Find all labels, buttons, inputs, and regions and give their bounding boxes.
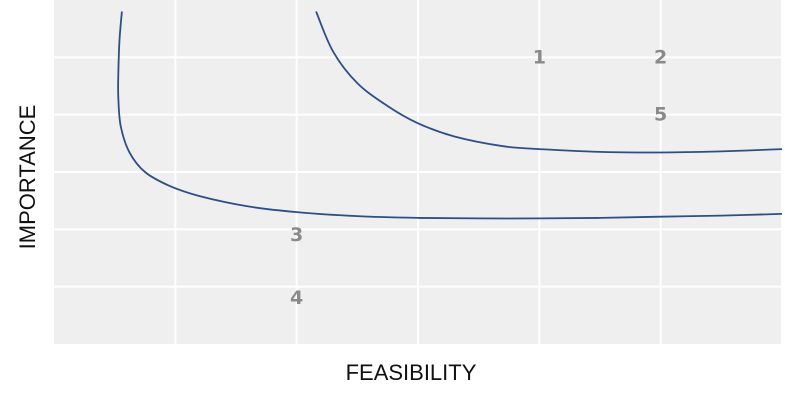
y-axis-title: IMPORTANCE (15, 105, 40, 250)
point-label-5: 5 (654, 104, 667, 126)
point-label-2: 2 (654, 46, 667, 68)
curve-2 (315, 11, 783, 154)
point-label-4: 4 (290, 287, 303, 309)
curve-1 (117, 11, 783, 220)
x-axis-title: FEASIBILITY (346, 360, 477, 385)
point-label-1: 1 (533, 46, 546, 68)
grid-lines (54, 0, 783, 344)
curves (117, 11, 783, 220)
data-points: 1 2 3 4 5 (290, 46, 667, 309)
point-label-3: 3 (290, 224, 303, 246)
